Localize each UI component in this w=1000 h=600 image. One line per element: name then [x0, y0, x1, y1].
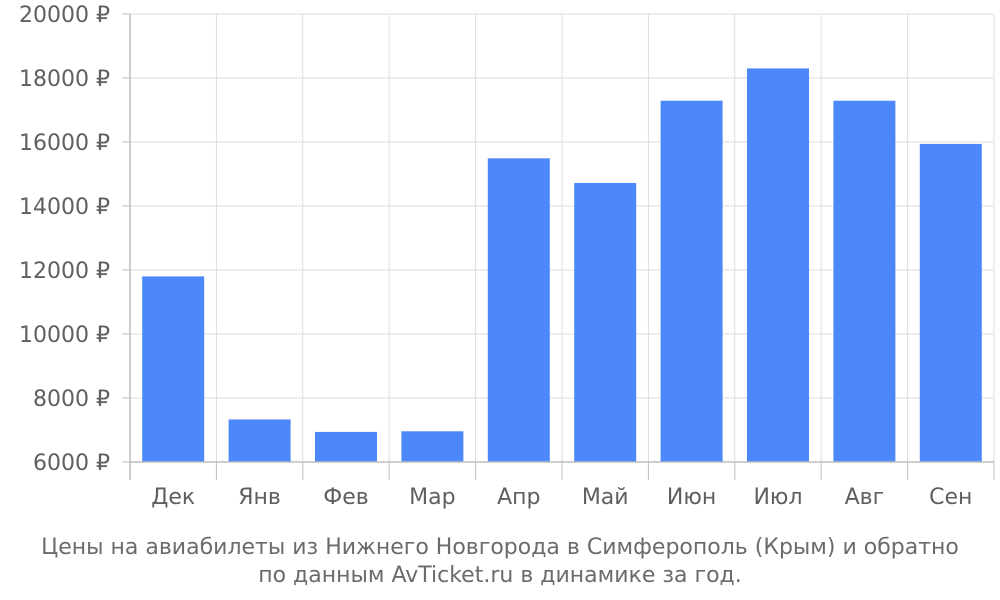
- x-tick-label: Янв: [238, 485, 281, 510]
- bar: [833, 100, 896, 462]
- x-tick-label: Мар: [409, 485, 455, 510]
- y-tick-labels: 6000 ₽ 8000 ₽ 10000 ₽ 12000 ₽ 14000 ₽ 16000 ₽…: [19, 3, 110, 476]
- bar: [315, 431, 377, 462]
- y-tick-label: 6000 ₽: [33, 451, 110, 476]
- y-tick-label: 18000 ₽: [19, 67, 110, 92]
- bar: [919, 143, 982, 463]
- x-tick-label: Май: [582, 485, 629, 510]
- y-tick-label: 16000 ₽: [19, 131, 110, 156]
- x-tick-label: Дек: [151, 485, 195, 510]
- x-tick-label: Июн: [667, 485, 716, 510]
- axes: [122, 13, 995, 480]
- x-tick-label: Июл: [753, 485, 802, 510]
- bar: [747, 68, 809, 463]
- bar: [142, 276, 205, 462]
- bar: [574, 182, 637, 462]
- bar: [401, 431, 464, 462]
- y-tick-label: 20000 ₽: [19, 3, 110, 28]
- chart-caption-line-1: Цены на авиабилеты из Нижнего Новгорода …: [41, 535, 959, 560]
- x-tick-label: Сен: [929, 485, 972, 510]
- grid-lines: [129, 13, 995, 463]
- chart-caption-line-2: по данным AvTicket.ru в динамике за год.: [258, 563, 742, 588]
- x-tick-label: Авг: [845, 485, 885, 510]
- y-tick-label: 10000 ₽: [19, 323, 110, 348]
- y-tick-label: 8000 ₽: [33, 387, 110, 412]
- bar: [487, 158, 550, 462]
- x-tick-label: Апр: [497, 485, 540, 510]
- bar: [660, 100, 723, 462]
- y-tick-label: 14000 ₽: [19, 195, 110, 220]
- x-tick-label: Фев: [323, 485, 368, 510]
- bar: [228, 419, 291, 462]
- x-tick-labels: Дек Янв Фев Мар Апр Май Июн Июл Авг Сен: [151, 485, 972, 510]
- bars: [142, 68, 982, 463]
- y-tick-label: 12000 ₽: [19, 259, 110, 284]
